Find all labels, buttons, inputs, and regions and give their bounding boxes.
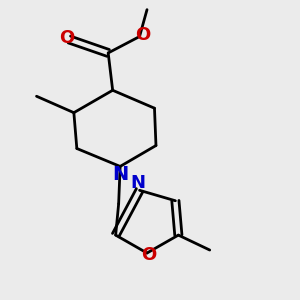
Text: O: O — [59, 29, 74, 47]
Text: N: N — [130, 174, 146, 192]
Text: O: O — [135, 26, 150, 44]
Text: O: O — [141, 245, 156, 263]
Text: N: N — [112, 165, 128, 184]
